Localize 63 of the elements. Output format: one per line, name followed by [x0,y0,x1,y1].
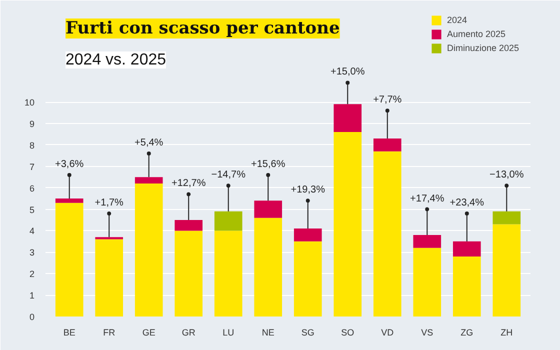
annotation: +12,7% [172,178,206,190]
y-tick-label: 1 [29,290,35,301]
annotation: +7,7% [373,94,402,106]
bar [95,239,124,316]
bar [134,177,163,184]
x-tick-label: VD [381,328,394,338]
bar [492,224,521,316]
text: 2024 vs. 2025 [66,52,166,68]
bar [174,230,203,316]
annotation: +5,4% [134,137,164,148]
annotation: +15,6% [251,158,286,170]
annotation: +17,4% [410,193,444,204]
bar [55,198,84,203]
x-tick-label: SG [301,328,314,338]
bar [413,234,442,248]
annotation: +3,6% [55,158,84,170]
x-tick-label: ZG [460,328,474,338]
y-tick-label: 8 [29,140,35,150]
annotation: −13,0% [490,170,524,181]
y-tick-label: 2 [29,269,35,280]
bar [55,202,84,316]
bar [294,228,322,242]
y-tick-label: 7 [29,162,35,172]
bar [334,104,362,132]
y-tick-label: 10 [24,98,35,108]
y-tick-label: 4 [29,226,35,236]
annotation: +23,4% [450,198,484,209]
bar [174,220,203,231]
bar [452,256,481,316]
x-tick-label: VS [421,328,434,338]
x-tick-label: FR [103,328,116,338]
legend-label: Diminuzione 2025 [447,43,520,53]
bar [214,230,242,316]
bar [413,248,442,316]
bar [492,211,521,224]
bar [294,241,322,316]
bar [254,218,282,316]
y-tick-label: 0 [29,312,35,322]
legend-label: Aumento 2025 [447,29,506,39]
x-tick-label: BE [63,328,76,338]
x-tick-label: SO [341,328,354,338]
x-tick-label: GE [142,328,156,338]
annotation: +15,0% [330,66,365,78]
bar [452,241,481,256]
annotation: −14,7% [211,170,246,181]
x-tick-label: GR [182,328,196,338]
y-tick-label: 6 [29,183,35,194]
y-tick-label: 9 [29,118,35,129]
x-tick-label: ZH [500,328,513,338]
bar [134,184,163,316]
bar [254,200,282,218]
bar [334,132,362,316]
x-tick-label: LU [222,328,234,338]
legend-label: 2024 [447,15,468,25]
annotation: +1,7% [94,198,124,209]
annotation: +19,3% [290,184,326,196]
x-tick-label: NE [262,328,274,338]
bar [373,151,402,316]
bar [214,211,242,231]
y-tick-label: 5 [29,204,35,215]
text: Furti con scasso per cantone [66,18,340,38]
y-tick-label: 3 [29,248,35,258]
bar [373,138,402,152]
